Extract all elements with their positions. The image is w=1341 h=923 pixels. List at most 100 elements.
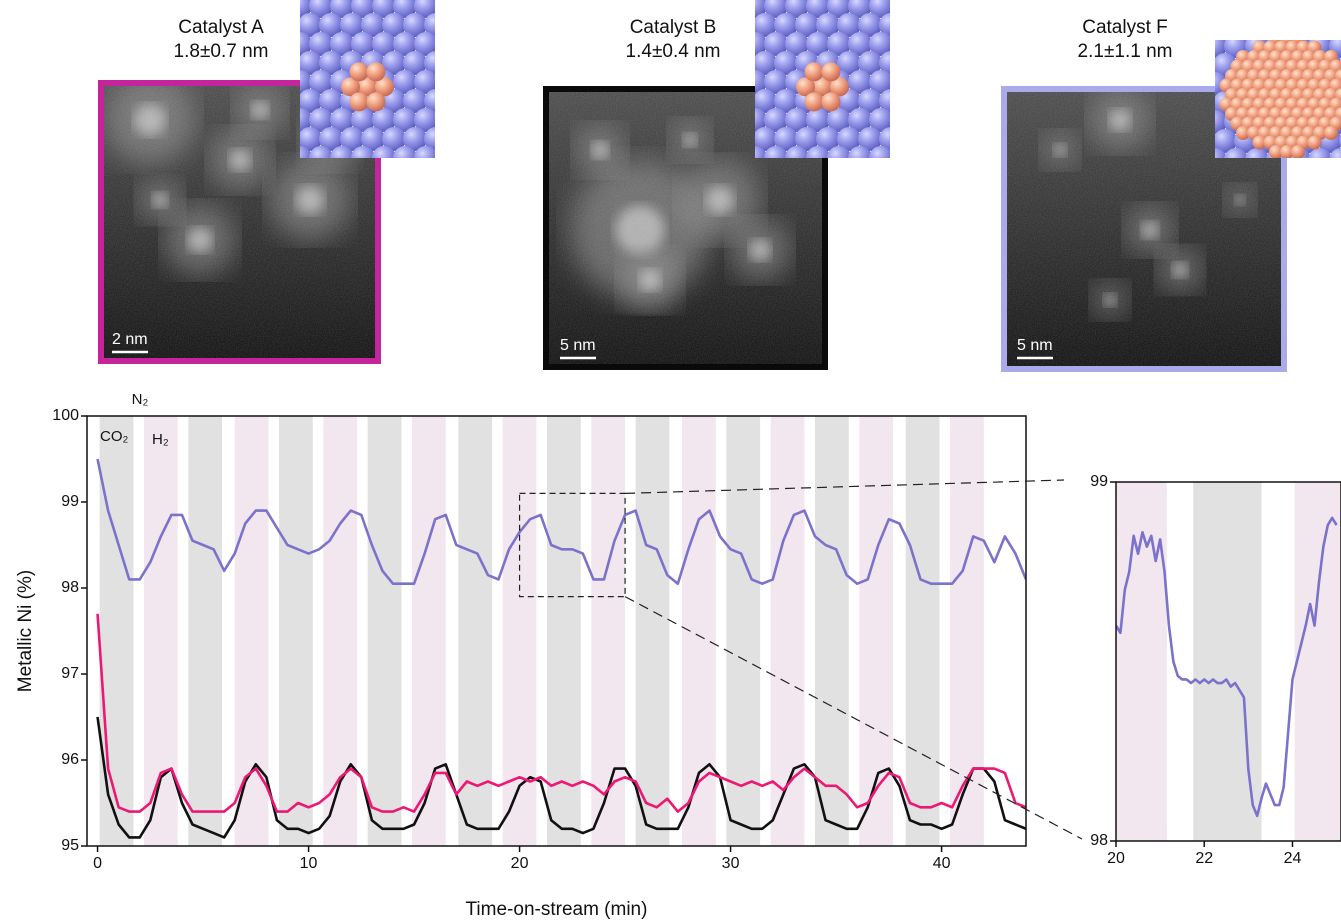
support-atom [1182, 34, 1206, 58]
support-atom [277, 13, 301, 37]
x-tick-label: 10 [300, 855, 318, 872]
support-atom [1234, 15, 1258, 39]
support-atom [827, 146, 851, 170]
support-atom [1329, 186, 1341, 210]
gas-label: H₂ [152, 431, 169, 448]
gas-band [412, 416, 446, 846]
metal-atom [350, 92, 369, 111]
support-atom [435, 0, 459, 18]
support-atom [890, 0, 914, 18]
support-atom [1308, 148, 1332, 172]
y-tick-label: 96 [61, 751, 79, 768]
support-atom [1297, 167, 1321, 191]
support-atom [445, 127, 469, 151]
gas-band [279, 416, 313, 846]
gas-band [906, 416, 940, 846]
support-atom [435, 108, 459, 132]
particle-size: 2.1±1.1 nm [1078, 41, 1173, 62]
x-tick-label: 0 [93, 855, 102, 872]
gas-band [188, 416, 222, 846]
support-atom [445, 13, 469, 37]
metal-atom [367, 62, 386, 81]
support-atom [435, 146, 459, 170]
support-atom [267, 32, 291, 56]
metal-atom [822, 92, 841, 111]
panel-title: Catalyst B [630, 17, 717, 38]
metal-atom [367, 92, 386, 111]
scale-bar-label: 2 nm [112, 331, 148, 348]
support-atom [890, 146, 914, 170]
support-atom [900, 13, 924, 37]
gas-band [1295, 482, 1341, 841]
metal-atom [822, 62, 841, 81]
scale-bar-label: 5 nm [1017, 337, 1053, 354]
support-atom [277, 51, 301, 75]
support-atom [890, 108, 914, 132]
support-atom [1297, 15, 1321, 39]
support-atom [890, 32, 914, 56]
support-atom [722, 0, 746, 18]
support-atom [435, 70, 459, 94]
y-tick-label: 95 [61, 837, 79, 854]
support-atom [1255, 15, 1279, 39]
x-tick-label: 24 [1284, 850, 1302, 867]
x-tick-label: 22 [1195, 850, 1213, 867]
support-atom [435, 32, 459, 56]
support-atom [445, 51, 469, 75]
metal-atom [1308, 136, 1322, 150]
y-axis-label: Metallic Ni (%) [15, 570, 36, 692]
support-atom [732, 13, 756, 37]
support-atom [1213, 15, 1237, 39]
support-atom [393, 146, 417, 170]
support-atom [1308, 186, 1332, 210]
support-atom [1192, 53, 1216, 77]
y-tick-label: 99 [1090, 473, 1108, 490]
support-atom [732, 51, 756, 75]
gas-band [636, 416, 670, 846]
figure: Catalyst A 1.8±0.7 nm 2 nm Catalyst B 1.4±0.… [0, 0, 1341, 923]
gas-band [591, 416, 625, 846]
panel-title: Catalyst F [1082, 17, 1168, 38]
support-atom [1318, 15, 1341, 39]
micrograph-panel: Catalyst B 1.4±0.4 nm 5 nm [546, 0, 924, 367]
support-atom [869, 146, 893, 170]
panel-title: Catalyst A [178, 17, 264, 38]
particle-size: 1.8±0.7 nm [174, 41, 269, 62]
gas-label: N₂ [132, 391, 149, 408]
metal-atom [805, 92, 824, 111]
x-axis-label: Time-on-stream (min) [466, 899, 648, 920]
support-atom [890, 70, 914, 94]
support-atom [848, 146, 872, 170]
support-atom [1287, 186, 1311, 210]
micrograph-panel: Catalyst F 2.1±1.1 nm 5 nm [1004, 15, 1341, 369]
plot-area [1094, 482, 1341, 841]
metal-atom [350, 62, 369, 81]
particle-size: 1.4±0.4 nm [626, 41, 721, 62]
page: Catalyst A 1.8±0.7 nm 2 nm Catalyst B 1.4±0.… [0, 0, 1341, 923]
y-tick-label: 100 [52, 407, 79, 424]
x-tick-label: 30 [722, 855, 740, 872]
support-atom [900, 51, 924, 75]
support-atom [1276, 15, 1300, 39]
x-tick-label: 20 [1107, 850, 1125, 867]
gas-label: CO₂ [100, 428, 129, 445]
plot-area [98, 416, 1026, 846]
metal-atom [805, 62, 824, 81]
support-atom [722, 32, 746, 56]
gas-band [368, 416, 402, 846]
scale-bar-label: 5 nm [560, 337, 596, 354]
support-atom [1192, 15, 1216, 39]
gas-band [100, 416, 134, 846]
metal-atom [1324, 126, 1338, 140]
x-tick-label: 20 [511, 855, 529, 872]
support-atom [267, 0, 291, 18]
support-atom [900, 89, 924, 113]
support-atom [414, 146, 438, 170]
y-tick-label: 98 [1090, 832, 1108, 849]
support-atom [445, 89, 469, 113]
y-tick-label: 97 [61, 665, 79, 682]
gas-band [1094, 482, 1167, 841]
y-tick-label: 99 [61, 493, 79, 510]
micrograph-panel: Catalyst A 1.8±0.7 nm 2 nm [101, 0, 469, 361]
support-atom [1318, 167, 1341, 191]
